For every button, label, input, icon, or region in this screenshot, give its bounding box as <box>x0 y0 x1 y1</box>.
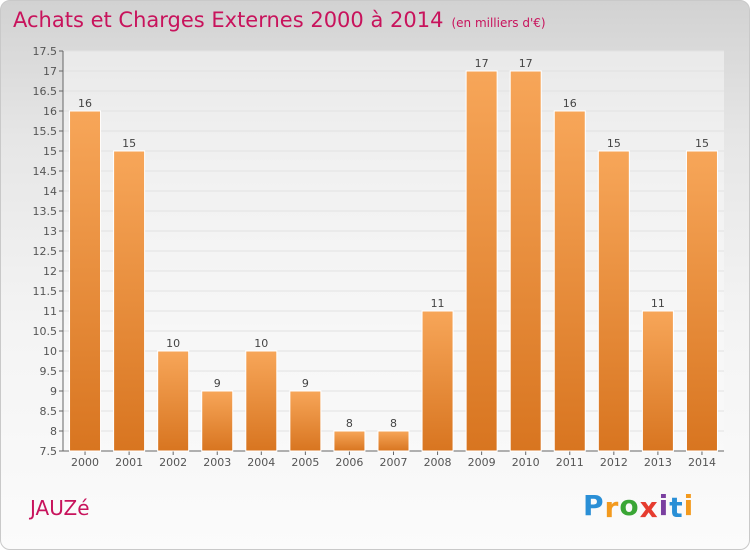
logo-letter: o <box>619 489 640 522</box>
y-tick-label: 15 <box>43 145 57 158</box>
x-tick-label-2002: 2002 <box>159 456 187 469</box>
x-tick-label-2009: 2009 <box>468 456 496 469</box>
data-label-2004: 10 <box>254 337 268 350</box>
bar-2009 <box>465 70 498 452</box>
data-label-2002: 10 <box>166 337 180 350</box>
data-label-2010: 17 <box>519 57 533 70</box>
y-tick-label: 14 <box>43 185 57 198</box>
bar-2007 <box>377 430 410 452</box>
data-label-2011: 16 <box>563 97 577 110</box>
bar-2010 <box>509 70 542 452</box>
bar-2013 <box>641 310 674 452</box>
bar-2006 <box>333 430 366 452</box>
y-tick-label: 12.5 <box>33 245 58 258</box>
bar-2005 <box>289 390 322 452</box>
data-label-2000: 16 <box>78 97 92 110</box>
data-label-2012: 15 <box>607 137 621 150</box>
x-tick-label-2008: 2008 <box>424 456 452 469</box>
data-label-2007: 8 <box>390 417 397 430</box>
y-tick-label: 17.5 <box>33 45 58 58</box>
bar-2000 <box>69 110 102 452</box>
x-tick-label-2012: 2012 <box>600 456 628 469</box>
x-tick-label-2011: 2011 <box>556 456 584 469</box>
y-tick-label: 13 <box>43 225 57 238</box>
y-tick-label: 12 <box>43 265 57 278</box>
logo-letter: x <box>639 491 659 524</box>
bar-2011 <box>553 110 586 452</box>
data-label-2014: 15 <box>695 137 709 150</box>
y-tick-label: 8 <box>50 425 57 438</box>
data-label-2003: 9 <box>214 377 221 390</box>
logo-letter: t <box>669 491 684 524</box>
bars <box>69 70 718 452</box>
y-tick-label: 10.5 <box>33 325 58 338</box>
x-tick-label-2005: 2005 <box>291 456 319 469</box>
logo-letter: i <box>658 489 670 522</box>
bar-2012 <box>597 150 630 452</box>
y-tick-label: 13.5 <box>33 205 58 218</box>
chart-subtitle: (en milliers d'€) <box>451 16 546 30</box>
data-label-2013: 11 <box>651 297 665 310</box>
chart-title: Achats et Charges Externes 2000 à 2014 (e… <box>13 8 546 32</box>
bar-2004 <box>245 350 278 452</box>
x-tick-label-2014: 2014 <box>688 456 716 469</box>
bar-2002 <box>157 350 190 452</box>
x-tick-label-2006: 2006 <box>335 456 363 469</box>
y-tick-label: 15.5 <box>33 125 58 138</box>
logo-letter: i <box>683 489 695 522</box>
data-label-2006: 8 <box>346 417 353 430</box>
proxiti-logo[interactable]: Proxiti <box>583 489 695 524</box>
chart-title-text: Achats et Charges Externes 2000 à 2014 <box>13 8 444 32</box>
y-tick-label: 9 <box>50 385 57 398</box>
logo-letter: P <box>583 489 605 522</box>
logo-letter: r <box>604 491 620 524</box>
data-label-2001: 15 <box>122 137 136 150</box>
x-tick-label-2007: 2007 <box>380 456 408 469</box>
y-tick-label: 8.5 <box>40 405 58 418</box>
y-tick-label: 9.5 <box>40 365 58 378</box>
bar-2008 <box>421 310 454 452</box>
x-tick-label-2013: 2013 <box>644 456 672 469</box>
data-label-2005: 9 <box>302 377 309 390</box>
x-tick-label-2000: 2000 <box>71 456 99 469</box>
y-tick-label: 11.5 <box>33 285 58 298</box>
y-tick-label: 16.5 <box>33 85 58 98</box>
y-tick-label: 14.5 <box>33 165 58 178</box>
data-label-2008: 11 <box>431 297 445 310</box>
x-tick-label-2003: 2003 <box>203 456 231 469</box>
bar-2001 <box>113 150 146 452</box>
y-tick-label: 17 <box>43 65 57 78</box>
y-tick-label: 10 <box>43 345 57 358</box>
bar-2003 <box>201 390 234 452</box>
x-tick-label-2001: 2001 <box>115 456 143 469</box>
commune-name: JAUZé <box>30 496 90 520</box>
y-tick-label: 7.5 <box>40 445 58 458</box>
x-tick-label-2010: 2010 <box>512 456 540 469</box>
y-tick-label: 16 <box>43 105 57 118</box>
y-tick-label: 11 <box>43 305 57 318</box>
data-label-2009: 17 <box>475 57 489 70</box>
bar-2014 <box>685 150 718 452</box>
labels: 16 15 10 9 10 9 8 8 11 17 17 16 15 11 15 <box>78 57 709 430</box>
x-tick-label-2004: 2004 <box>247 456 275 469</box>
